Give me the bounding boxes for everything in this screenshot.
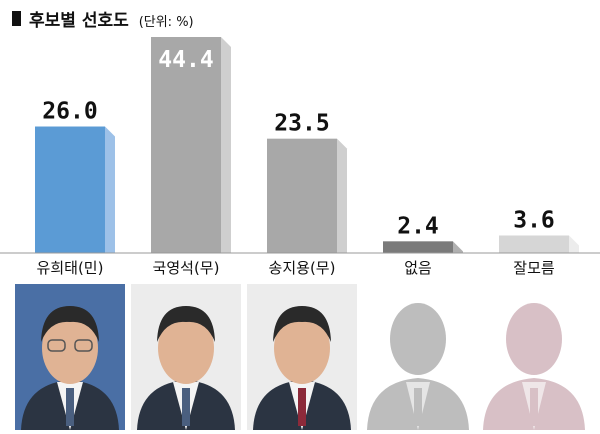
category-label: 잘모름 [513,259,555,277]
chart-title-unit: (단위: %) [139,15,194,30]
bar-side [105,126,115,253]
category-label: 송지용(무) [269,259,336,277]
bar-side [453,241,463,253]
bar-side [569,235,579,253]
data-label: 23.5 [274,111,329,137]
data-label: 2.4 [397,213,439,239]
glasses [74,339,93,352]
face [42,312,98,384]
glasses [47,339,66,352]
silhouette-tie [530,388,538,426]
tie [66,388,74,426]
data-label: 3.6 [513,207,555,233]
bar-side [221,37,231,253]
bar [151,37,221,253]
candidate-portraits [15,284,589,430]
bar [35,126,105,253]
tie [182,388,190,426]
hair [273,306,331,342]
tie [298,388,306,426]
category-label: 국영석(무) [153,259,220,277]
chart-title: 후보별 선호도 (단위: %) [12,10,194,31]
category-labels: 유희태(민) 국영석(무) 송지용(무) 없음 잘모름 [37,259,555,277]
bar-side [337,138,347,253]
bar [383,241,453,253]
silhouette-head [390,303,446,375]
data-label: 26.0 [42,99,97,125]
bar [499,235,569,253]
hair [41,306,99,342]
category-label: 없음 [404,259,432,277]
face [274,312,330,384]
silhouette-tie [414,388,422,426]
hair [157,306,215,342]
chart-title-main: 후보별 선호도 [29,10,129,31]
face [158,312,214,384]
bar [267,138,337,253]
category-label: 유희태(민) [37,259,104,277]
chart-title-text: 후보별 선호도 (단위: %) [29,10,194,31]
data-label: 44.4 [158,47,213,73]
bar-series: 26.0 44.4 23.5 2.4 3.6 [35,37,579,253]
title-marker [12,11,21,26]
silhouette-head [506,303,562,375]
